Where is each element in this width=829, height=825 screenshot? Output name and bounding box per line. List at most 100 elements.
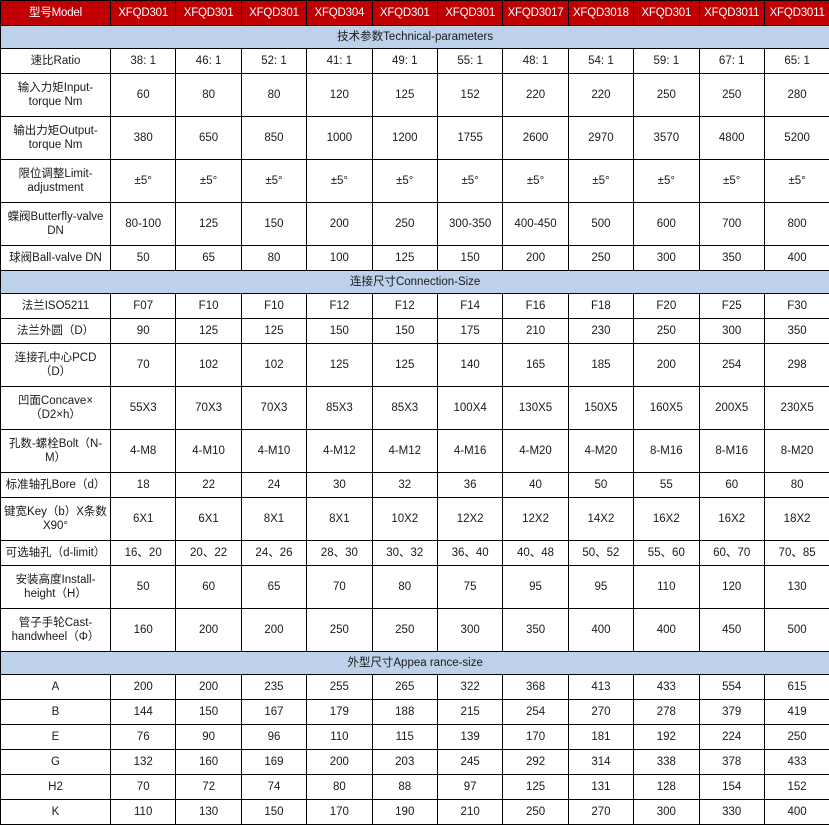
data-cell: 250	[634, 319, 699, 344]
data-cell: 250	[307, 609, 372, 652]
data-cell: 350	[764, 319, 829, 344]
row-label: K	[1, 800, 111, 825]
data-cell: ±5°	[372, 160, 437, 203]
data-cell: 102	[176, 344, 241, 387]
data-cell: 250	[764, 725, 829, 750]
data-cell: 4800	[699, 117, 764, 160]
data-cell: 125	[176, 203, 241, 246]
data-cell: 2970	[568, 117, 633, 160]
data-cell: 154	[699, 775, 764, 800]
data-cell: 80	[176, 74, 241, 117]
data-cell: 76	[111, 725, 176, 750]
data-cell: 130	[764, 566, 829, 609]
data-cell: 181	[568, 725, 633, 750]
data-cell: 850	[241, 117, 306, 160]
data-cell: 300	[699, 319, 764, 344]
data-cell: 125	[503, 775, 568, 800]
data-cell: 48: 1	[503, 49, 568, 74]
data-cell: 165	[503, 344, 568, 387]
data-cell: F12	[372, 294, 437, 319]
data-cell: 169	[241, 750, 306, 775]
data-cell: ±5°	[634, 160, 699, 203]
row-label: 标准轴孔Bore（d）	[1, 473, 111, 498]
data-cell: 52: 1	[241, 49, 306, 74]
row-label: 法兰外圆（D）	[1, 319, 111, 344]
data-cell: 125	[372, 246, 437, 271]
row-label: 键宽Key（b）X条数X90°	[1, 498, 111, 541]
data-cell: 18X2	[764, 498, 829, 541]
data-cell: 4-M10	[176, 430, 241, 473]
data-cell: 70	[307, 566, 372, 609]
data-cell: 400-450	[503, 203, 568, 246]
data-cell: 250	[568, 246, 633, 271]
data-cell: 70X3	[176, 387, 241, 430]
data-cell: 54: 1	[568, 49, 633, 74]
data-cell: 200	[241, 609, 306, 652]
data-cell: 160X5	[634, 387, 699, 430]
data-cell: 131	[568, 775, 633, 800]
row-label: 蝶阀Butterfly-valve DN	[1, 203, 111, 246]
data-cell: 60	[699, 473, 764, 498]
data-cell: 55、60	[634, 541, 699, 566]
data-cell: 50、52	[568, 541, 633, 566]
data-cell: F07	[111, 294, 176, 319]
data-cell: 67: 1	[699, 49, 764, 74]
data-cell: 419	[764, 700, 829, 725]
data-cell: 95	[503, 566, 568, 609]
row-label: 球阀Ball-valve DN	[1, 246, 111, 271]
data-cell: 55: 1	[437, 49, 502, 74]
data-cell: 36、40	[437, 541, 502, 566]
data-cell: 8X1	[241, 498, 306, 541]
data-cell: 115	[372, 725, 437, 750]
data-cell: 179	[307, 700, 372, 725]
data-cell: 46: 1	[176, 49, 241, 74]
data-cell: 80	[241, 74, 306, 117]
data-cell: 413	[568, 675, 633, 700]
data-cell: 200	[307, 750, 372, 775]
data-cell: 1755	[437, 117, 502, 160]
data-cell: F10	[241, 294, 306, 319]
row-label: 管子手轮Cast-handwheel（Φ）	[1, 609, 111, 652]
data-cell: F16	[503, 294, 568, 319]
data-cell: 60、70	[699, 541, 764, 566]
data-cell: 379	[699, 700, 764, 725]
data-cell: 140	[437, 344, 502, 387]
data-cell: 6X1	[176, 498, 241, 541]
row-label: 法兰ISO5211	[1, 294, 111, 319]
section-band-row: 外型尺寸Appea rance-size	[1, 652, 829, 675]
data-cell: 265	[372, 675, 437, 700]
data-cell: 110	[307, 725, 372, 750]
data-cell: 96	[241, 725, 306, 750]
data-cell: 350	[699, 246, 764, 271]
row-label: 连接孔中心PCD（D）	[1, 344, 111, 387]
data-cell: 278	[634, 700, 699, 725]
data-cell: 2600	[503, 117, 568, 160]
data-cell: 65	[176, 246, 241, 271]
data-cell: ±5°	[699, 160, 764, 203]
data-cell: 150X5	[568, 387, 633, 430]
data-cell: 8X1	[307, 498, 372, 541]
data-cell: 270	[568, 700, 633, 725]
data-cell: 22	[176, 473, 241, 498]
data-cell: 210	[503, 319, 568, 344]
data-cell: 254	[699, 344, 764, 387]
data-cell: 88	[372, 775, 437, 800]
data-cell: 400	[764, 246, 829, 271]
data-cell: 125	[307, 344, 372, 387]
data-cell: 125	[176, 319, 241, 344]
data-cell: 250	[699, 74, 764, 117]
data-cell: 125	[241, 319, 306, 344]
data-cell: ±5°	[307, 160, 372, 203]
data-cell: 224	[699, 725, 764, 750]
data-cell: 615	[764, 675, 829, 700]
row-label: 速比Ratio	[1, 49, 111, 74]
data-cell: 144	[111, 700, 176, 725]
